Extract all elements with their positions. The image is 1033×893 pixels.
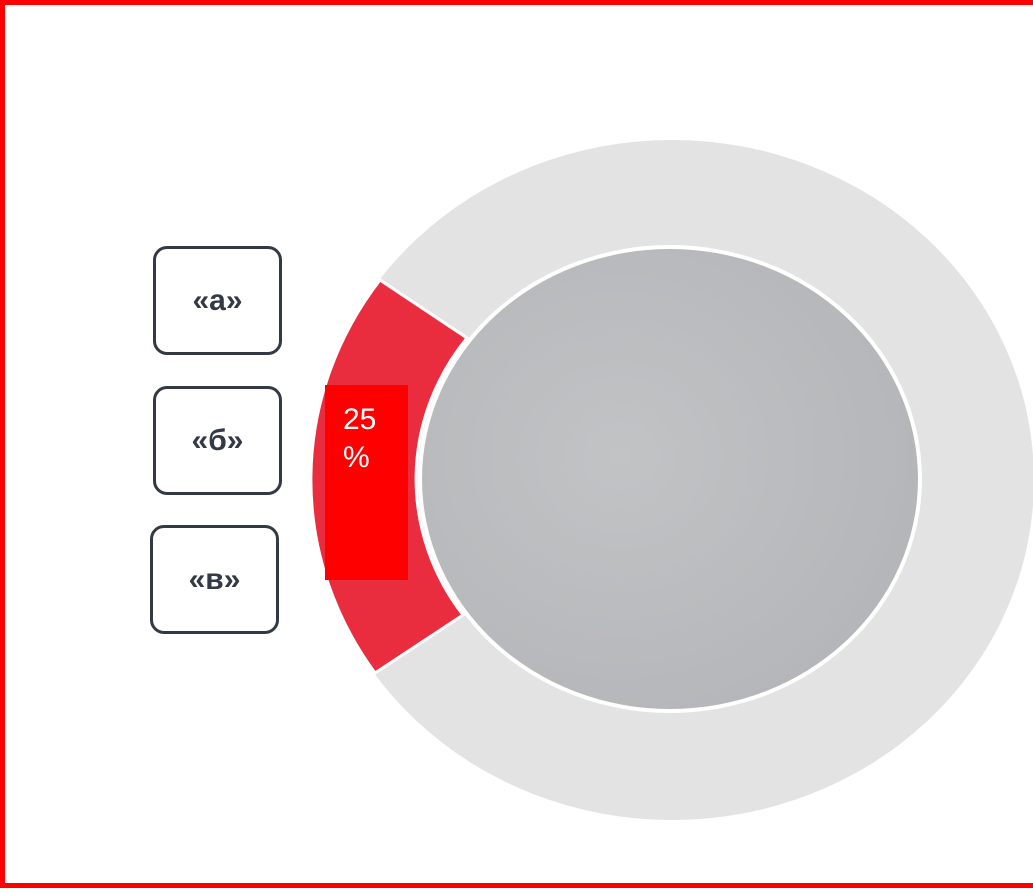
segment-label: 25 %: [325, 385, 408, 580]
option-c[interactable]: «в»: [150, 525, 279, 634]
donut: [309, 140, 1033, 820]
option-b[interactable]: «б»: [153, 386, 282, 495]
inner-circle: [422, 249, 918, 709]
option-a[interactable]: «а»: [153, 246, 282, 355]
